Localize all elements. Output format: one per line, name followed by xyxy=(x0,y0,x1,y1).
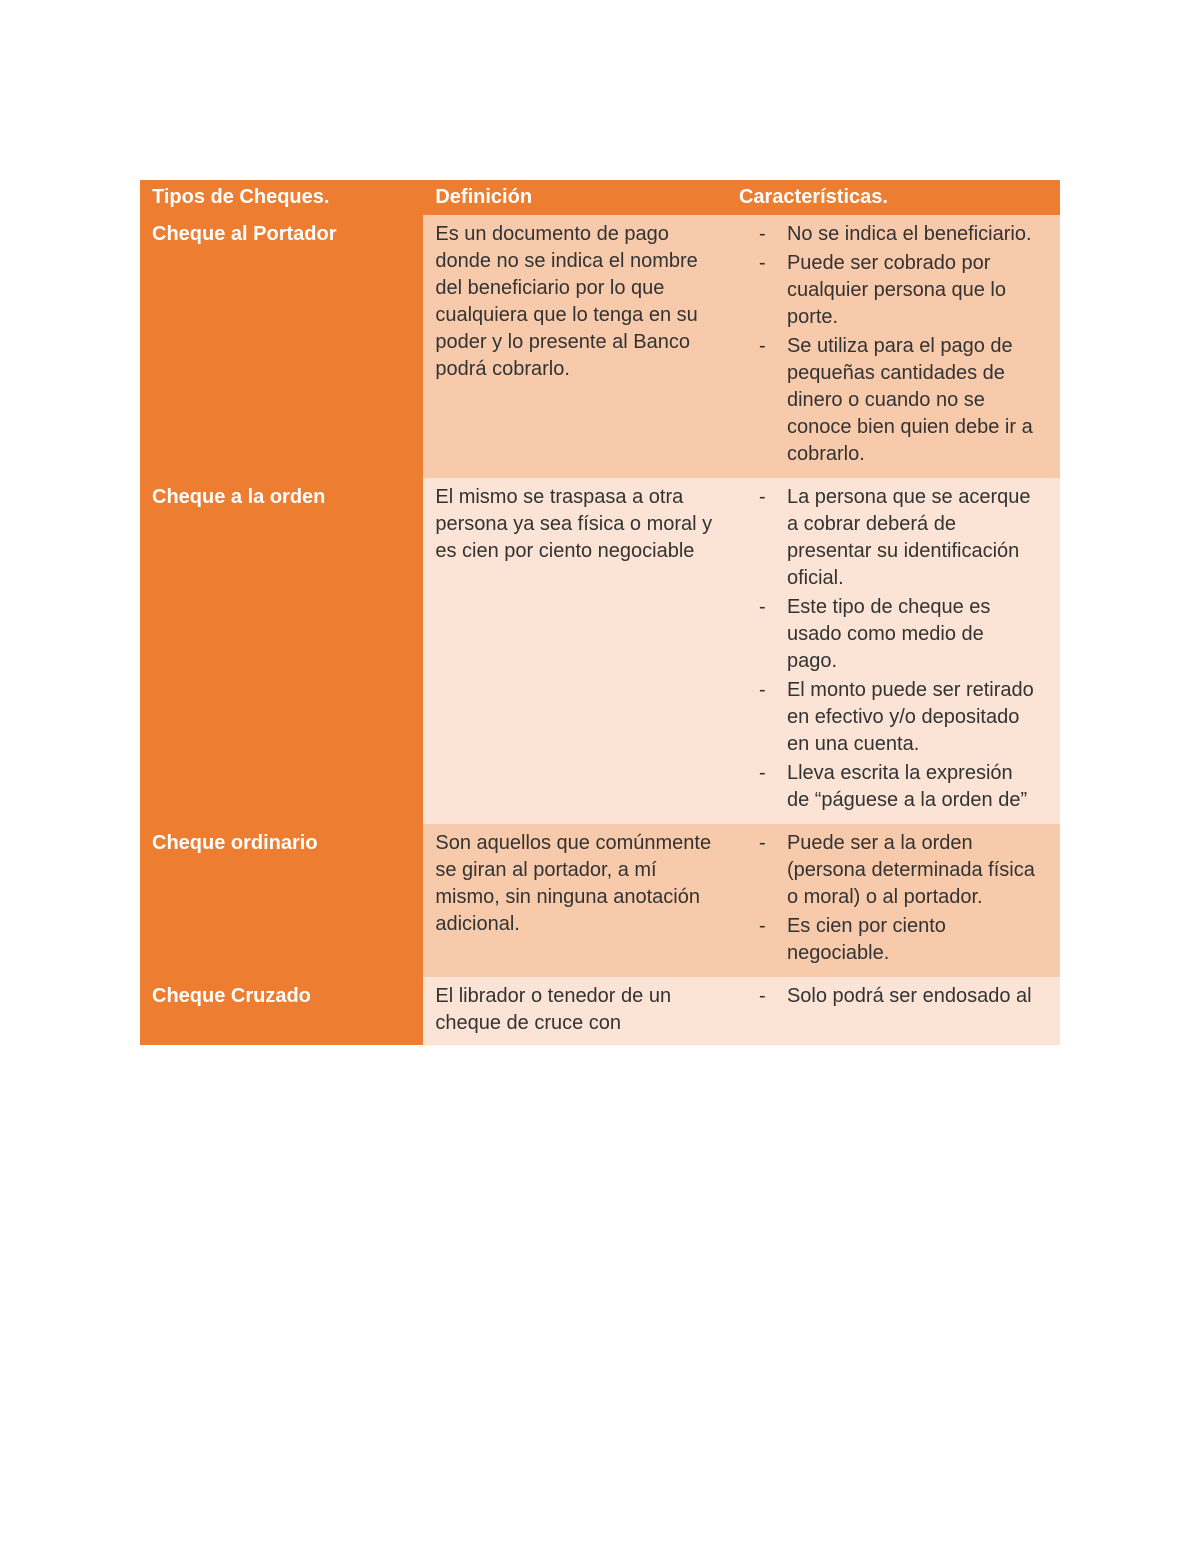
list-item: Puede ser cobrado por cualquier persona … xyxy=(787,250,1048,331)
table-row: Cheque ordinarioSon aquellos que comúnme… xyxy=(140,824,1060,977)
list-item: No se indica el beneficiario. xyxy=(787,221,1048,248)
list-item: Solo podrá ser endosado al xyxy=(787,983,1048,1010)
header-caracteristicas: Características. xyxy=(727,180,1060,215)
cheques-table: Tipos de Cheques. Definición Característ… xyxy=(140,180,1060,1045)
cell-caracteristicas: Solo podrá ser endosado al xyxy=(727,977,1060,1045)
cell-caracteristicas: No se indica el beneficiario.Puede ser c… xyxy=(727,215,1060,478)
characteristics-list: La persona que se acerque a cobrar deber… xyxy=(739,484,1048,814)
cell-definicion: Es un documento de pago donde no se indi… xyxy=(423,215,727,478)
cell-tipo: Cheque a la orden xyxy=(140,478,423,824)
cell-caracteristicas: La persona que se acerque a cobrar deber… xyxy=(727,478,1060,824)
table-body: Cheque al PortadorEs un documento de pag… xyxy=(140,215,1060,1045)
cell-definicion: El librador o tenedor de un cheque de cr… xyxy=(423,977,727,1045)
list-item: Se utiliza para el pago de pequeñas cant… xyxy=(787,333,1048,468)
header-tipos: Tipos de Cheques. xyxy=(140,180,423,215)
cell-tipo: Cheque ordinario xyxy=(140,824,423,977)
list-item: El monto puede ser retirado en efectivo … xyxy=(787,677,1048,758)
characteristics-list: Puede ser a la orden (persona determinad… xyxy=(739,830,1048,967)
cell-tipo: Cheque al Portador xyxy=(140,215,423,478)
list-item: Es cien por ciento negociable. xyxy=(787,913,1048,967)
cell-definicion: El mismo se traspasa a otra persona ya s… xyxy=(423,478,727,824)
cell-caracteristicas: Puede ser a la orden (persona determinad… xyxy=(727,824,1060,977)
header-definicion: Definición xyxy=(423,180,727,215)
table-header-row: Tipos de Cheques. Definición Característ… xyxy=(140,180,1060,215)
cell-tipo: Cheque Cruzado xyxy=(140,977,423,1045)
table-row: Cheque a la ordenEl mismo se traspasa a … xyxy=(140,478,1060,824)
list-item: Este tipo de cheque es usado como medio … xyxy=(787,594,1048,675)
table-row: Cheque al PortadorEs un documento de pag… xyxy=(140,215,1060,478)
characteristics-list: No se indica el beneficiario.Puede ser c… xyxy=(739,221,1048,468)
list-item: La persona que se acerque a cobrar deber… xyxy=(787,484,1048,592)
list-item: Puede ser a la orden (persona determinad… xyxy=(787,830,1048,911)
table-row: Cheque CruzadoEl librador o tenedor de u… xyxy=(140,977,1060,1045)
list-item: Lleva escrita la expresión de “páguese a… xyxy=(787,760,1048,814)
cell-definicion: Son aquellos que comúnmente se giran al … xyxy=(423,824,727,977)
characteristics-list: Solo podrá ser endosado al xyxy=(739,983,1048,1010)
